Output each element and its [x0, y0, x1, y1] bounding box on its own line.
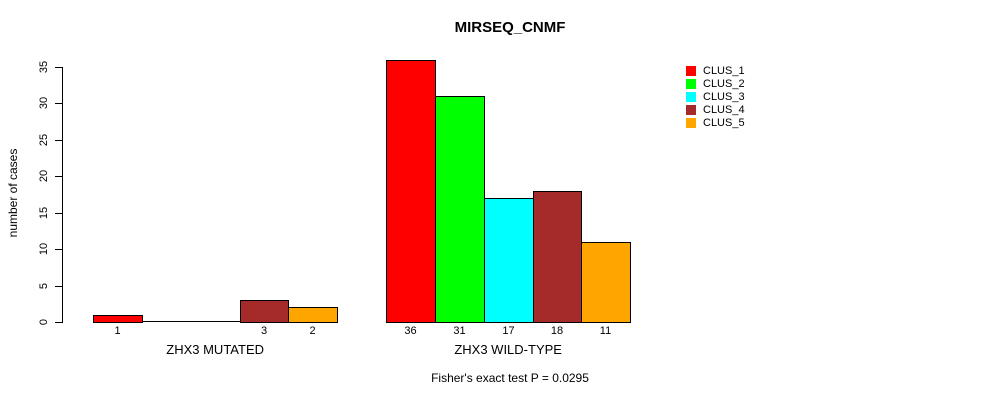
- y-tick: [55, 103, 62, 105]
- bar: [435, 96, 485, 323]
- legend-label: CLUS_2: [703, 78, 745, 90]
- y-tick: [55, 176, 62, 178]
- zero-bar-line: [191, 321, 241, 322]
- y-tick-label: 30: [38, 97, 50, 110]
- bar: [581, 242, 631, 323]
- y-tick-label: 25: [38, 133, 50, 146]
- y-tick: [55, 67, 62, 68]
- pvalue-annotation: Fisher's exact test P = 0.0295: [431, 371, 589, 385]
- y-axis-label: number of cases: [6, 148, 20, 238]
- y-axis-line: [62, 67, 63, 323]
- y-tick-label: 0: [38, 318, 50, 326]
- legend-label: CLUS_3: [703, 91, 745, 103]
- y-tick: [55, 249, 62, 251]
- bar-value-label: 11: [599, 325, 612, 337]
- y-tick-label: 5: [38, 282, 50, 289]
- y-tick-label: 20: [38, 170, 50, 183]
- legend-swatch: [686, 79, 696, 89]
- bar-value-label: 17: [502, 325, 515, 337]
- bar-value-label: 1: [114, 325, 121, 337]
- legend-label: CLUS_1: [703, 65, 745, 77]
- legend-swatch: [686, 66, 696, 76]
- group-label: ZHX3 MUTATED: [166, 342, 265, 357]
- zero-bar-line: [142, 321, 192, 322]
- bar-value-label: 18: [550, 325, 564, 337]
- legend-swatch: [686, 92, 696, 102]
- bar: [240, 300, 289, 323]
- y-tick-label: 15: [38, 206, 50, 219]
- y-tick: [55, 139, 62, 141]
- bar: [386, 60, 436, 323]
- y-tick-label: 10: [38, 243, 50, 256]
- y-tick: [55, 285, 62, 287]
- bar-value-label: 36: [404, 325, 417, 337]
- legend-swatch: [686, 105, 696, 115]
- bar: [533, 191, 582, 323]
- bar: [288, 307, 338, 323]
- bar-value-label: 2: [309, 325, 316, 337]
- y-tick: [55, 322, 62, 323]
- legend-label: CLUS_4: [703, 104, 745, 116]
- y-tick-label: 35: [38, 60, 50, 74]
- bar: [93, 315, 143, 323]
- bar-value-label: 31: [453, 325, 466, 337]
- y-tick: [55, 212, 62, 214]
- chart-title: MIRSEQ_CNMF: [454, 19, 566, 36]
- legend-label: CLUS_5: [703, 117, 745, 129]
- bar: [484, 198, 534, 323]
- bar-value-label: 3: [260, 325, 268, 337]
- legend-swatch: [686, 118, 696, 128]
- group-label: ZHX3 WILD-TYPE: [454, 342, 562, 357]
